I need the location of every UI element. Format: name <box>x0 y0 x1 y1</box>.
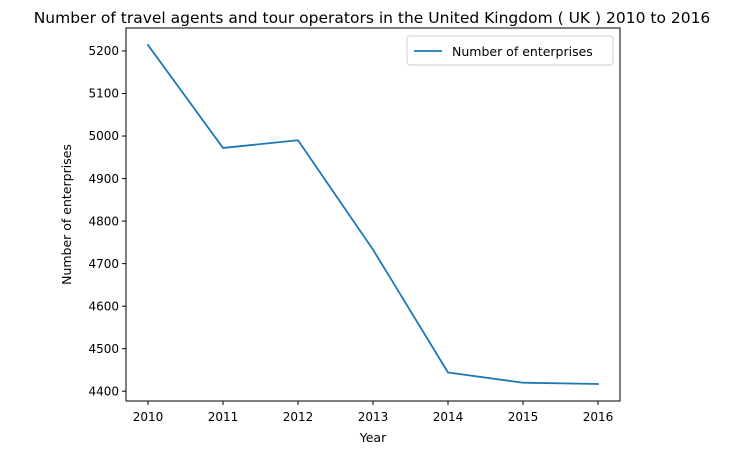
legend-box <box>406 35 614 66</box>
y-tick-label: 4500 <box>88 342 119 356</box>
legend: Number of enterprises <box>406 35 614 66</box>
x-tick-label: 2015 <box>508 410 539 424</box>
y-tick-label: 4800 <box>88 214 119 228</box>
series-lines <box>146 43 599 385</box>
x-tick-label: 2013 <box>358 410 389 424</box>
x-axis-ticks: 2010 2011 2012 2013 2014 2015 2016 <box>133 401 614 424</box>
plot-area-frame <box>125 27 621 402</box>
x-axis-label: Year <box>359 430 387 445</box>
x-tick-label: 2011 <box>208 410 239 424</box>
legend-label-number-of-enterprises: Number of enterprises <box>452 44 593 59</box>
y-tick-label: 4700 <box>88 257 119 271</box>
x-tick-label: 2010 <box>133 410 164 424</box>
y-tick-label: 5200 <box>88 44 119 58</box>
chart-title: Number of travel agents and tour operato… <box>34 9 711 27</box>
x-tick-label: 2014 <box>433 410 464 424</box>
y-axis-ticks: 4400 4500 4600 4700 4800 4900 5000 5100 5200 <box>88 44 126 398</box>
x-tick-label: 2012 <box>283 410 314 424</box>
y-tick-label: 4900 <box>88 172 119 186</box>
series-line-0 <box>146 43 599 385</box>
y-axis-label: Number of enterprises <box>59 144 74 285</box>
y-tick-label: 4600 <box>88 299 119 313</box>
y-tick-label: 5100 <box>88 87 119 101</box>
y-tick-label: 4400 <box>88 384 119 398</box>
x-tick-label: 2016 <box>583 410 614 424</box>
y-tick-label: 5000 <box>88 129 119 143</box>
